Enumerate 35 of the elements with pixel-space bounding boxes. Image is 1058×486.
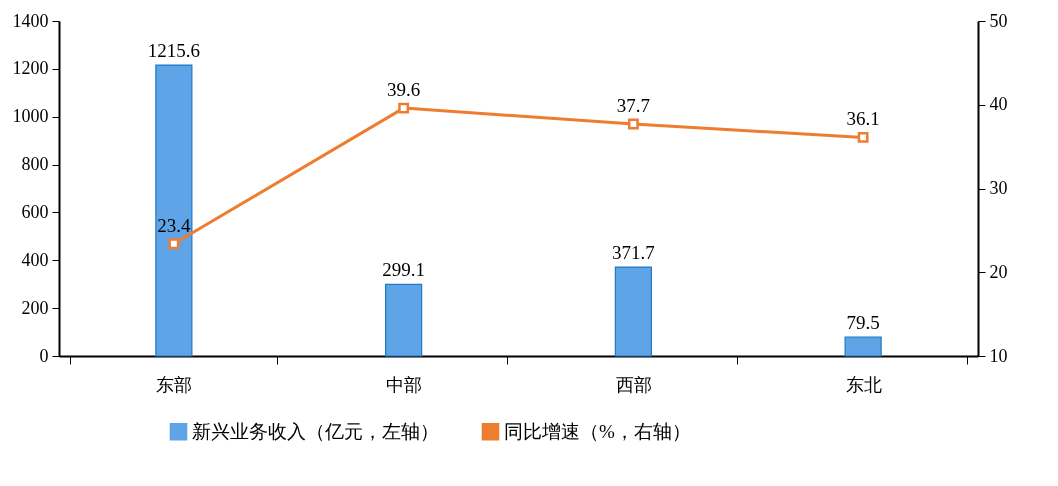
point (857, 131, 869, 143)
y2-tick-label: 50 (989, 10, 1008, 31)
data-label: 36.1 (846, 108, 880, 130)
y-tick-label: 200 (21, 297, 49, 318)
data-label: 23.4 (157, 214, 191, 236)
bar (385, 283, 423, 357)
x-tick-label: 东北 (845, 374, 882, 395)
y-tick-label: 400 (21, 249, 49, 270)
point (168, 238, 180, 250)
bar (844, 336, 882, 357)
y-tick-label: 600 (21, 201, 49, 222)
bar (155, 64, 193, 357)
point (627, 118, 639, 130)
y2-tick-label: 10 (989, 345, 1008, 366)
data-label: 79.5 (846, 311, 880, 333)
y2-tick-label: 20 (989, 261, 1008, 282)
data-label: 299.1 (382, 259, 425, 281)
bar (614, 266, 652, 357)
x-tick-label: 东部 (156, 374, 193, 395)
y2-tick-label: 30 (989, 178, 1008, 198)
x-tick-label: 西部 (615, 374, 652, 395)
y-tick-label: 0 (39, 345, 49, 366)
y-tick-label: 1400 (12, 10, 49, 31)
data-label: 37.7 (616, 95, 650, 117)
data-label: 1215.6 (147, 40, 200, 62)
y2-tick-label: 40 (989, 94, 1008, 115)
y-tick-label: 1200 (12, 58, 49, 79)
data-label: 371.7 (612, 242, 655, 264)
y-tick-label: 800 (21, 154, 49, 175)
x-tick-label: 中部 (386, 374, 423, 395)
legend-label: 新兴业务收入（亿元，左轴） (192, 420, 439, 442)
point (398, 102, 410, 114)
legend-label: 同比增速（%，右轴） (504, 420, 691, 442)
y-tick-label: 1000 (12, 106, 49, 127)
data-label: 39.6 (387, 79, 421, 101)
